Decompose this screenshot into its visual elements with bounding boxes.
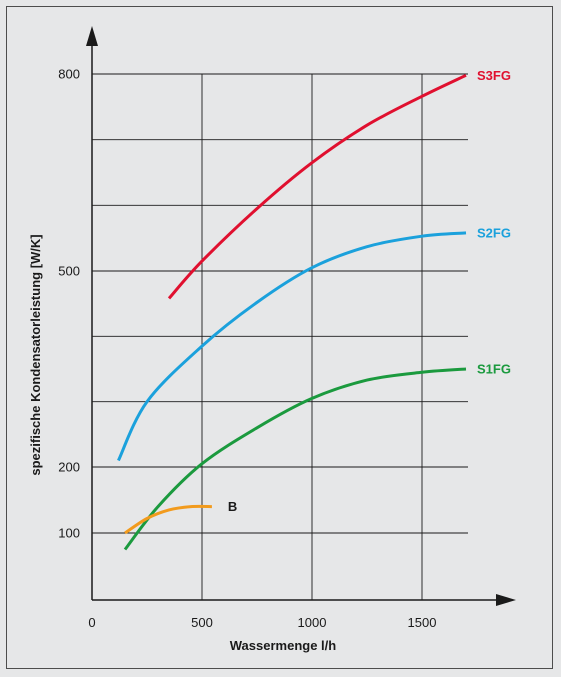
series-line-s3fg bbox=[167, 73, 467, 300]
series-lines bbox=[117, 73, 467, 551]
x-tick-label: 500 bbox=[191, 615, 213, 630]
x-axis-title: Wassermenge l/h bbox=[230, 638, 337, 653]
x-tick-label: 1000 bbox=[298, 615, 327, 630]
axes bbox=[86, 26, 516, 606]
series-line-s2fg bbox=[117, 231, 467, 462]
x-axis-arrow bbox=[496, 594, 516, 606]
series-label-s1fg: S1FG bbox=[477, 362, 511, 377]
series-label-s3fg: S3FG bbox=[477, 68, 511, 83]
y-tick-label: 800 bbox=[58, 67, 80, 82]
x-tick-label: 0 bbox=[88, 615, 95, 630]
series-label-b: B bbox=[228, 499, 237, 514]
x-tick-labels: 0 500 1000 1500 bbox=[88, 615, 436, 630]
grid bbox=[92, 73, 468, 600]
x-tick-label: 1500 bbox=[408, 615, 437, 630]
series-labels: S3FG S2FG S1FG B bbox=[228, 68, 511, 514]
chart-frame bbox=[6, 6, 553, 669]
y-axis-arrow bbox=[86, 26, 98, 46]
y-tick-label: 200 bbox=[58, 460, 80, 475]
y-tick-label: 500 bbox=[58, 264, 80, 279]
series-line-b bbox=[124, 504, 212, 535]
y-tick-labels: 100 200 500 800 bbox=[58, 67, 80, 541]
series-label-s2fg: S2FG bbox=[477, 225, 511, 240]
y-tick-label: 100 bbox=[58, 526, 80, 541]
y-axis-title: spezifische Kondensatorleistung [W/K] bbox=[28, 234, 43, 475]
series-line-s1fg bbox=[123, 367, 467, 551]
